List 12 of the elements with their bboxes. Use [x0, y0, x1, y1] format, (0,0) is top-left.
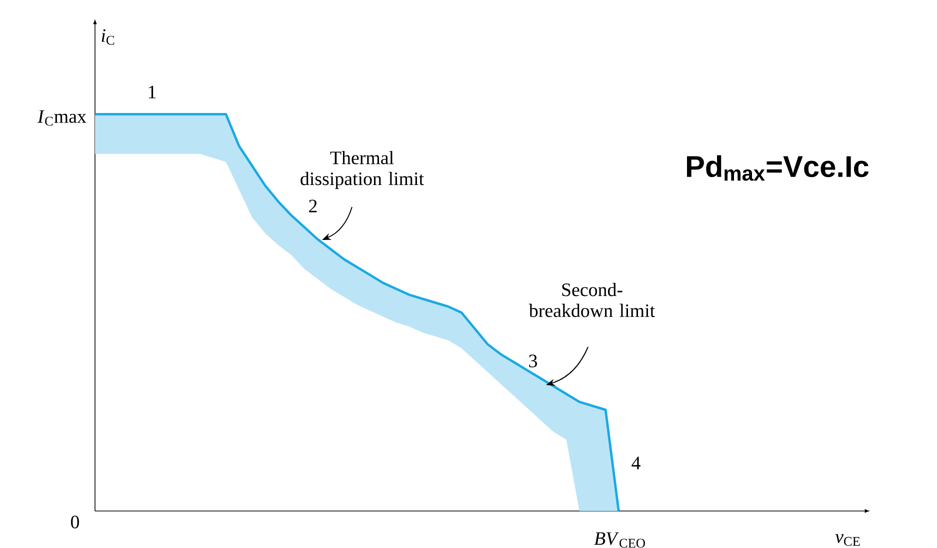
y-axis-title: i$_{C}$ — [102, 29, 114, 45]
text: I$_{C}$max — [37, 110, 86, 126]
text: BV$_{CEO}$ — [594, 532, 645, 548]
annotation: Second-breakdown limit — [528, 282, 655, 318]
text: 4 — [632, 456, 640, 470]
annotation: 3 — [529, 354, 537, 368]
text: Pd$_{max}$=Vce.Ic — [687, 155, 869, 181]
annotation: Thermal dissipation limit — [300, 150, 424, 190]
text: 0 — [70, 516, 79, 528]
text: 1 — [148, 86, 156, 98]
annotation: 2 — [309, 200, 317, 212]
text: v$_{CE}$ — [835, 534, 860, 546]
